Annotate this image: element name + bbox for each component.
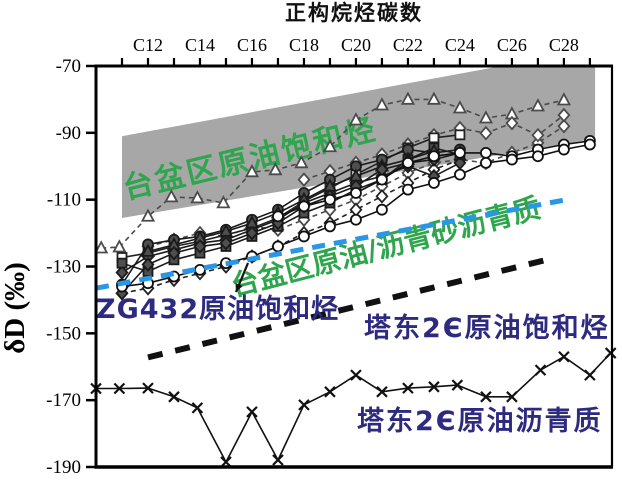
y-tick-label: -190 bbox=[46, 457, 81, 478]
annotation-tadong-asp-label: 塔东2Є原油沥青质 bbox=[357, 405, 603, 437]
x-axis-title: 正构烷烃碳数 bbox=[285, 1, 423, 25]
x-tick-label: C28 bbox=[549, 35, 579, 55]
series-open-triangle-dashed bbox=[94, 91, 572, 254]
y-tick-label: -70 bbox=[56, 56, 81, 77]
y-tick-label: -150 bbox=[46, 323, 81, 344]
reference-line-zg432-line bbox=[95, 197, 567, 291]
x-tick-label: C24 bbox=[445, 35, 475, 55]
axes: C12 C14 C16 C18 C20 C22 C24 C26 C28 -70 -90 -110 -13… bbox=[46, 35, 614, 478]
annotation-zg432-label: ZG432原油饱和烃 bbox=[96, 294, 339, 325]
zg432-arrow bbox=[234, 262, 250, 293]
y-tick-label: -90 bbox=[56, 123, 81, 144]
band-platform-basin-saturates bbox=[122, 66, 596, 218]
x-tick-label: C14 bbox=[185, 35, 215, 55]
y-tick-label: -110 bbox=[47, 190, 81, 211]
annotation-tadong-sat-label: 塔东2Є原油饱和烃 bbox=[364, 312, 610, 344]
reference-line-tadong-saturate-line bbox=[147, 255, 555, 361]
y-tick-label: -170 bbox=[46, 390, 81, 411]
x-tick-label: C12 bbox=[133, 35, 163, 55]
y-axis-title: δD (‰) bbox=[0, 262, 31, 354]
x-tick-label: C22 bbox=[393, 35, 423, 55]
x-tick-label: C18 bbox=[289, 35, 319, 55]
x-tick-label: C26 bbox=[497, 35, 527, 55]
series-tadong-asphaltene bbox=[90, 347, 617, 468]
y-tick-label: -130 bbox=[46, 257, 81, 278]
x-tick-label: C16 bbox=[237, 35, 267, 55]
x-tick-label: C20 bbox=[341, 35, 371, 55]
